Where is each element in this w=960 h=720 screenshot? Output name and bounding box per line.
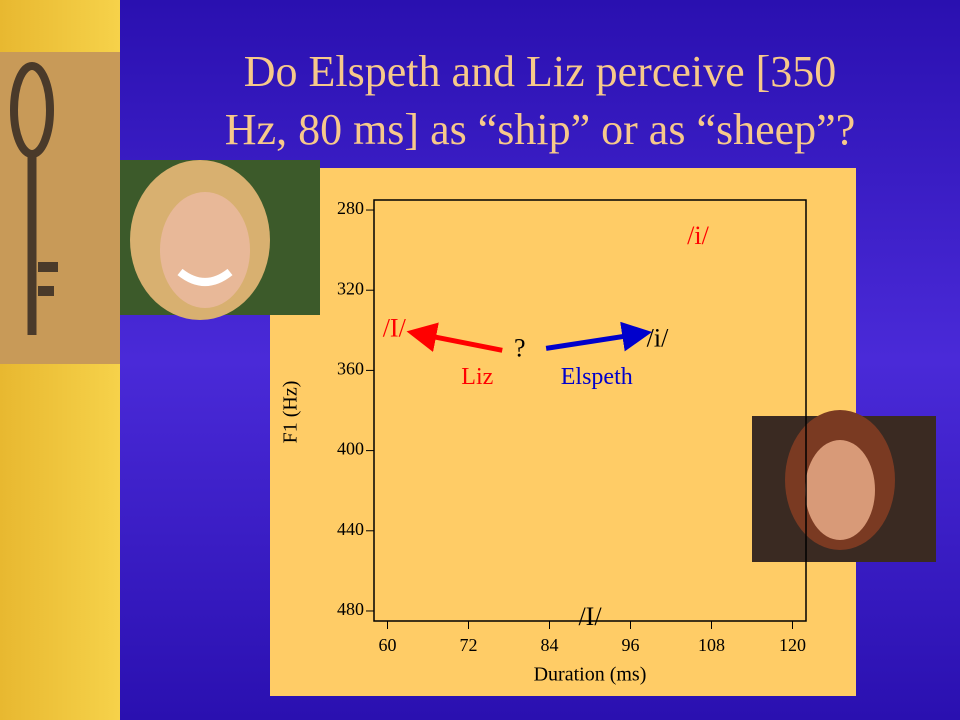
slide-title: Do Elspeth and Liz perceive [350 xyxy=(244,47,837,96)
x-tick-label: 60 xyxy=(379,635,397,655)
y-tick-label: 440 xyxy=(337,519,364,539)
photo-liz xyxy=(120,160,320,320)
x-tick-label: 120 xyxy=(779,635,806,655)
plot-frame xyxy=(373,199,807,622)
annotation: ? xyxy=(514,333,526,362)
y-axis-label: F1 (Hz) xyxy=(280,381,302,444)
y-tick-label: 360 xyxy=(337,359,364,379)
photo-elspeth xyxy=(752,410,936,562)
series-label: Liz xyxy=(461,364,493,390)
slide-title: Hz, 80 ms] as “ship” or as “sheep”? xyxy=(225,105,855,154)
series-label: Elspeth xyxy=(561,364,633,390)
annotation: /I/ xyxy=(578,602,602,631)
x-tick-label: 72 xyxy=(460,635,478,655)
key-photo xyxy=(0,52,120,364)
x-tick-label: 108 xyxy=(698,635,725,655)
x-tick-label: 96 xyxy=(622,635,640,655)
y-tick-label: 480 xyxy=(337,599,364,619)
y-tick-label: 280 xyxy=(337,198,364,218)
x-axis-label: Duration (ms) xyxy=(534,664,647,686)
y-tick-label: 400 xyxy=(337,439,364,459)
y-tick-label: 320 xyxy=(337,278,364,298)
arrow xyxy=(406,322,503,353)
x-tick-label: 84 xyxy=(541,635,559,655)
arrow xyxy=(545,321,653,352)
annotation: /i/ xyxy=(687,221,709,250)
annotation: /I/ xyxy=(383,313,407,342)
annotation: /i/ xyxy=(647,323,669,352)
